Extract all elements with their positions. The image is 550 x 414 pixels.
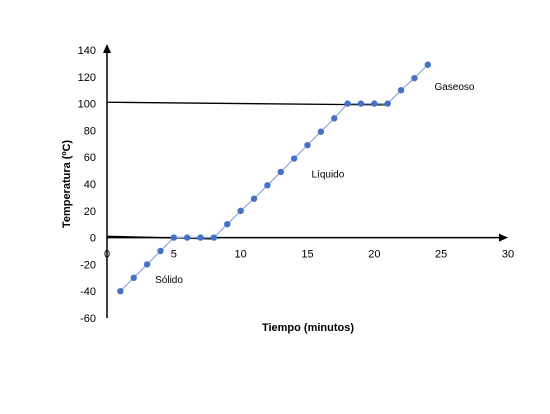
data-point [411, 74, 418, 82]
y-tick-label: -40 [80, 286, 96, 298]
y-axis-arrow [103, 44, 111, 53]
y-tick-label: 0 [90, 233, 96, 245]
data-point [184, 234, 191, 241]
reference-lines [106, 101, 388, 240]
data-point [277, 168, 284, 176]
data-point [317, 128, 325, 135]
x-axis-title: Tiempo (minutos) [262, 322, 354, 334]
data-point [224, 221, 231, 228]
y-tick-labels: -60 -40 -20 0 20 40 60 80 100 120 140 [78, 45, 96, 325]
data-point [344, 100, 351, 107]
series-temperature [117, 61, 431, 295]
y-tick-label: -60 [80, 313, 96, 325]
annotation-label: Sólido [155, 275, 183, 286]
y-tick-label: 140 [78, 45, 96, 57]
x-tick-label: 10 [235, 249, 247, 261]
data-point [264, 182, 271, 189]
data-point [237, 207, 244, 214]
x-tick-label: 5 [171, 249, 177, 261]
x-tick-label: 25 [435, 249, 447, 261]
data-point [197, 234, 204, 241]
y-axis-title: Temperatura (ºC) [61, 140, 73, 228]
data-point [424, 61, 431, 68]
data-point [304, 141, 311, 149]
y-tick-label: 120 [78, 72, 96, 84]
data-point [250, 195, 258, 202]
data-point [384, 100, 391, 107]
reference-line [106, 101, 388, 106]
annotation-label: Gaseoso [434, 82, 474, 93]
data-point [210, 234, 218, 241]
x-tick-label: 20 [368, 249, 380, 261]
data-point [170, 234, 178, 241]
x-axis-arrow [499, 233, 508, 242]
y-tick-label: 40 [84, 179, 96, 191]
data-point [143, 261, 151, 268]
annotation-label: Líquido [312, 169, 345, 180]
data-point [357, 100, 365, 107]
reference-line [106, 235, 214, 240]
y-tick-label: 60 [84, 152, 96, 164]
y-tick-label: 20 [84, 206, 96, 218]
y-tick-label: 80 [84, 125, 96, 137]
data-point [397, 87, 405, 94]
x-tick-label: 30 [502, 249, 514, 261]
annotations: Sólido Líquido Gaseoso [155, 82, 475, 286]
x-tick-label: 0 [104, 249, 110, 261]
x-tick-labels: 0 5 10 15 20 25 30 [104, 249, 514, 261]
data-point [157, 247, 164, 255]
series-line [119, 64, 429, 292]
data-point [371, 100, 378, 107]
y-tick-label: -20 [80, 259, 96, 271]
data-point [117, 288, 124, 295]
x-tick-label: 15 [301, 249, 313, 261]
y-tick-label: 100 [78, 99, 96, 111]
data-point [130, 274, 137, 281]
data-point [290, 155, 298, 162]
data-point [331, 115, 338, 122]
